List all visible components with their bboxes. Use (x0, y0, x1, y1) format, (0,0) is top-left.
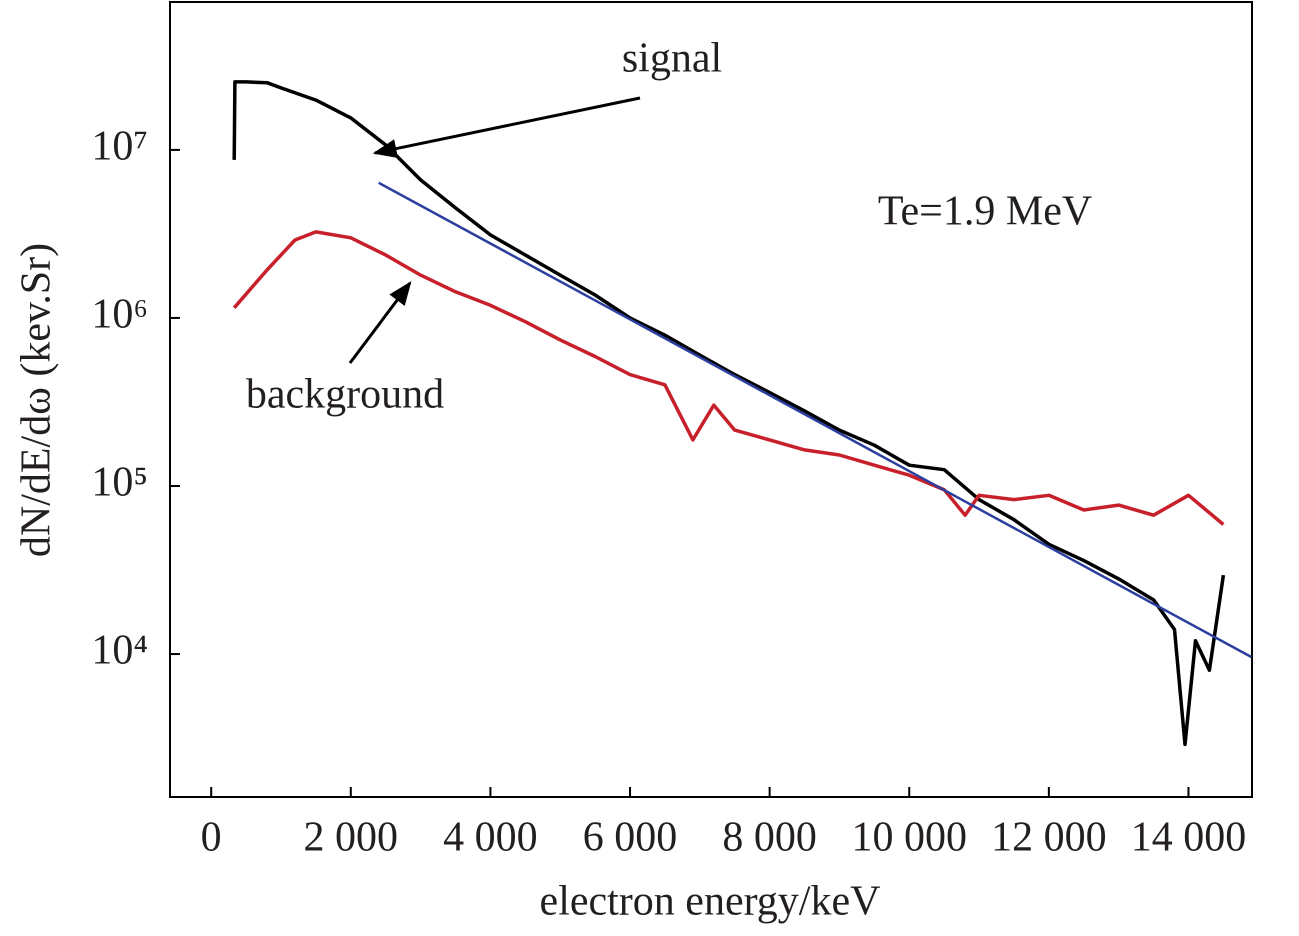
y-axis-label: dN/dE/dω (kev.Sr) (14, 243, 60, 557)
x-tick-label: 6 000 (583, 815, 678, 861)
series-line (232, 230, 1225, 526)
x-tick-label: 4 000 (443, 815, 538, 861)
x-tick-label: 8 000 (722, 815, 817, 861)
x-tick-label: 10 000 (852, 815, 968, 861)
signal-arrow (372, 96, 641, 159)
background-annotation: background (246, 372, 444, 418)
y-tick-label: 10⁷ (91, 124, 148, 170)
x-tick-label: 12 000 (991, 815, 1107, 861)
te-annotation: Te=1.9 MeV (878, 189, 1092, 235)
y-tick-label: 10⁵ (91, 460, 148, 506)
series-line (378, 181, 1252, 659)
y-tick-label: 10⁴ (91, 628, 148, 674)
plot-frame (169, 1, 1253, 798)
x-tick-label: 0 (201, 815, 222, 861)
signal-annotation: signal (622, 36, 722, 82)
y-tick-label: 10⁶ (91, 292, 148, 338)
x-axis-label: electron energy/keV (540, 879, 881, 925)
background-arrow (348, 281, 412, 364)
x-tick-label: 14 000 (1131, 815, 1247, 861)
x-tick-label: 2 000 (304, 815, 399, 861)
series-line (232, 80, 1226, 747)
